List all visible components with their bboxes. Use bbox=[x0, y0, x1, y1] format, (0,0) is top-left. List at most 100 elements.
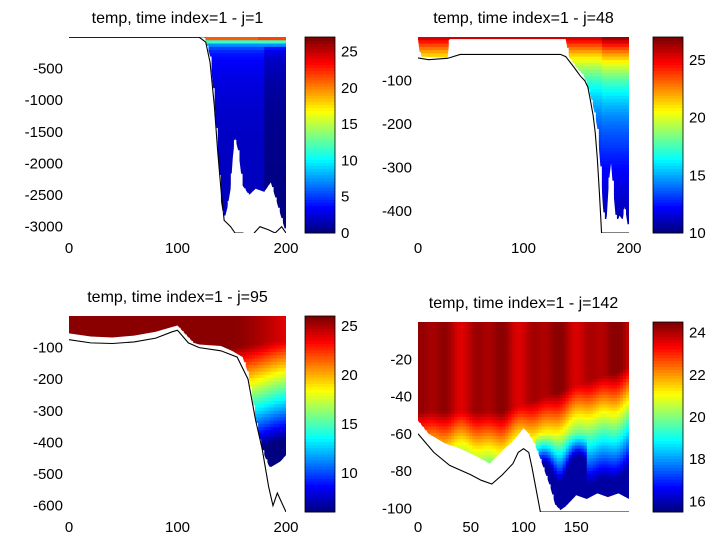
heatmap-cell bbox=[595, 50, 600, 54]
heatmap-cell bbox=[255, 322, 259, 327]
heatmap-cell bbox=[460, 410, 464, 415]
heatmap-cell bbox=[245, 79, 250, 84]
heatmap-cell bbox=[466, 423, 470, 428]
heatmap-cell bbox=[430, 366, 434, 371]
heatmap-cell bbox=[75, 316, 79, 320]
heatmap-cell bbox=[121, 335, 126, 338]
heatmap-cell bbox=[442, 420, 446, 424]
heatmap-cell bbox=[255, 161, 259, 165]
heatmap-cell bbox=[469, 429, 473, 434]
heatmap-cell bbox=[224, 37, 228, 41]
heatmap-cell bbox=[264, 37, 268, 41]
heatmap-cell bbox=[607, 92, 612, 97]
heatmap-cell bbox=[592, 76, 597, 81]
heatmap-cell bbox=[451, 356, 455, 361]
heatmap-cell bbox=[610, 43, 615, 48]
heatmap-cell bbox=[544, 363, 549, 367]
heatmap-cell bbox=[211, 43, 216, 48]
heatmap-cell bbox=[270, 325, 275, 330]
heatmap-cell bbox=[273, 325, 278, 330]
heatmap-cell bbox=[598, 53, 603, 58]
heatmap-cell bbox=[625, 190, 629, 195]
heatmap-cell bbox=[282, 164, 286, 169]
colorbar-swatch bbox=[305, 316, 335, 320]
heatmap-cell bbox=[481, 407, 485, 412]
heatmap-cell bbox=[224, 105, 228, 110]
heatmap-cell bbox=[577, 69, 582, 72]
heatmap-cell bbox=[224, 131, 228, 136]
heatmap-cell bbox=[595, 53, 600, 58]
heatmap-cell bbox=[544, 391, 549, 396]
heatmap-cell bbox=[255, 371, 259, 376]
heatmap-cell bbox=[619, 63, 624, 67]
heatmap-cell bbox=[589, 53, 594, 58]
heatmap-cell bbox=[616, 59, 621, 64]
heatmap-cell bbox=[595, 115, 600, 120]
heatmap-cell bbox=[595, 82, 600, 87]
heatmap-cell bbox=[255, 43, 259, 48]
heatmap-cell bbox=[493, 442, 497, 447]
heatmap-cell bbox=[282, 417, 286, 422]
heatmap-cell bbox=[245, 141, 250, 146]
heatmap-cell bbox=[236, 112, 241, 116]
heatmap-cell bbox=[478, 436, 482, 440]
heatmap-cell bbox=[439, 429, 443, 434]
heatmap-cell bbox=[445, 394, 449, 399]
heatmap-cell bbox=[227, 105, 231, 110]
heatmap-cell bbox=[616, 76, 621, 81]
heatmap-cell bbox=[233, 112, 237, 116]
heatmap-cell bbox=[193, 316, 197, 320]
heatmap-cell bbox=[544, 369, 549, 374]
heatmap-cell bbox=[230, 338, 234, 343]
heatmap-cell bbox=[619, 161, 624, 165]
heatmap-cell bbox=[189, 329, 194, 333]
heatmap-cell bbox=[282, 404, 286, 409]
heatmap-cell bbox=[279, 50, 284, 54]
heatmap-cell bbox=[267, 365, 272, 369]
heatmap-cell bbox=[264, 342, 268, 346]
heatmap-cell bbox=[270, 440, 275, 444]
heatmap-cell bbox=[205, 319, 210, 324]
heatmap-cell bbox=[193, 335, 197, 340]
heatmap-cell bbox=[227, 164, 231, 169]
heatmap-cell bbox=[245, 368, 250, 372]
heatmap-cell bbox=[239, 92, 244, 97]
heatmap-cell bbox=[224, 203, 228, 208]
colorbar-swatch bbox=[653, 165, 683, 170]
heatmap-cell bbox=[613, 63, 618, 67]
heatmap-cell bbox=[454, 436, 458, 440]
heatmap-cell bbox=[421, 423, 425, 427]
heatmap-cell bbox=[224, 170, 228, 175]
heatmap-cell bbox=[279, 102, 284, 107]
heatmap-cell bbox=[460, 388, 464, 393]
heatmap-cell bbox=[601, 72, 606, 77]
heatmap-cell bbox=[421, 46, 425, 51]
heatmap-cell bbox=[282, 89, 286, 94]
heatmap-cell bbox=[517, 363, 522, 367]
heatmap-cell bbox=[601, 76, 606, 81]
colorbar-swatch bbox=[653, 199, 683, 203]
heatmap-cell bbox=[433, 417, 437, 421]
heatmap-cell bbox=[224, 177, 228, 182]
heatmap-cell bbox=[460, 436, 464, 440]
heatmap-cell bbox=[418, 341, 422, 345]
heatmap-cell bbox=[261, 174, 265, 179]
heatmap-cell bbox=[448, 353, 452, 358]
heatmap-cell bbox=[619, 200, 624, 205]
heatmap-cell bbox=[622, 128, 627, 133]
heatmap-cell bbox=[604, 79, 609, 84]
heatmap-cell bbox=[520, 379, 525, 383]
heatmap-cell bbox=[502, 379, 507, 383]
heatmap-cell bbox=[538, 379, 543, 383]
heatmap-cell bbox=[592, 56, 597, 61]
heatmap-cell bbox=[224, 128, 228, 133]
heatmap-cell bbox=[220, 125, 225, 130]
heatmap-cell bbox=[242, 102, 247, 107]
heatmap-cell bbox=[508, 439, 513, 443]
heatmap-cell bbox=[267, 40, 272, 45]
heatmap-cell bbox=[418, 410, 422, 415]
heatmap-cell bbox=[124, 329, 129, 333]
heatmap-cell bbox=[481, 375, 485, 380]
heatmap-cell bbox=[613, 213, 618, 215]
heatmap-cell bbox=[251, 361, 256, 366]
